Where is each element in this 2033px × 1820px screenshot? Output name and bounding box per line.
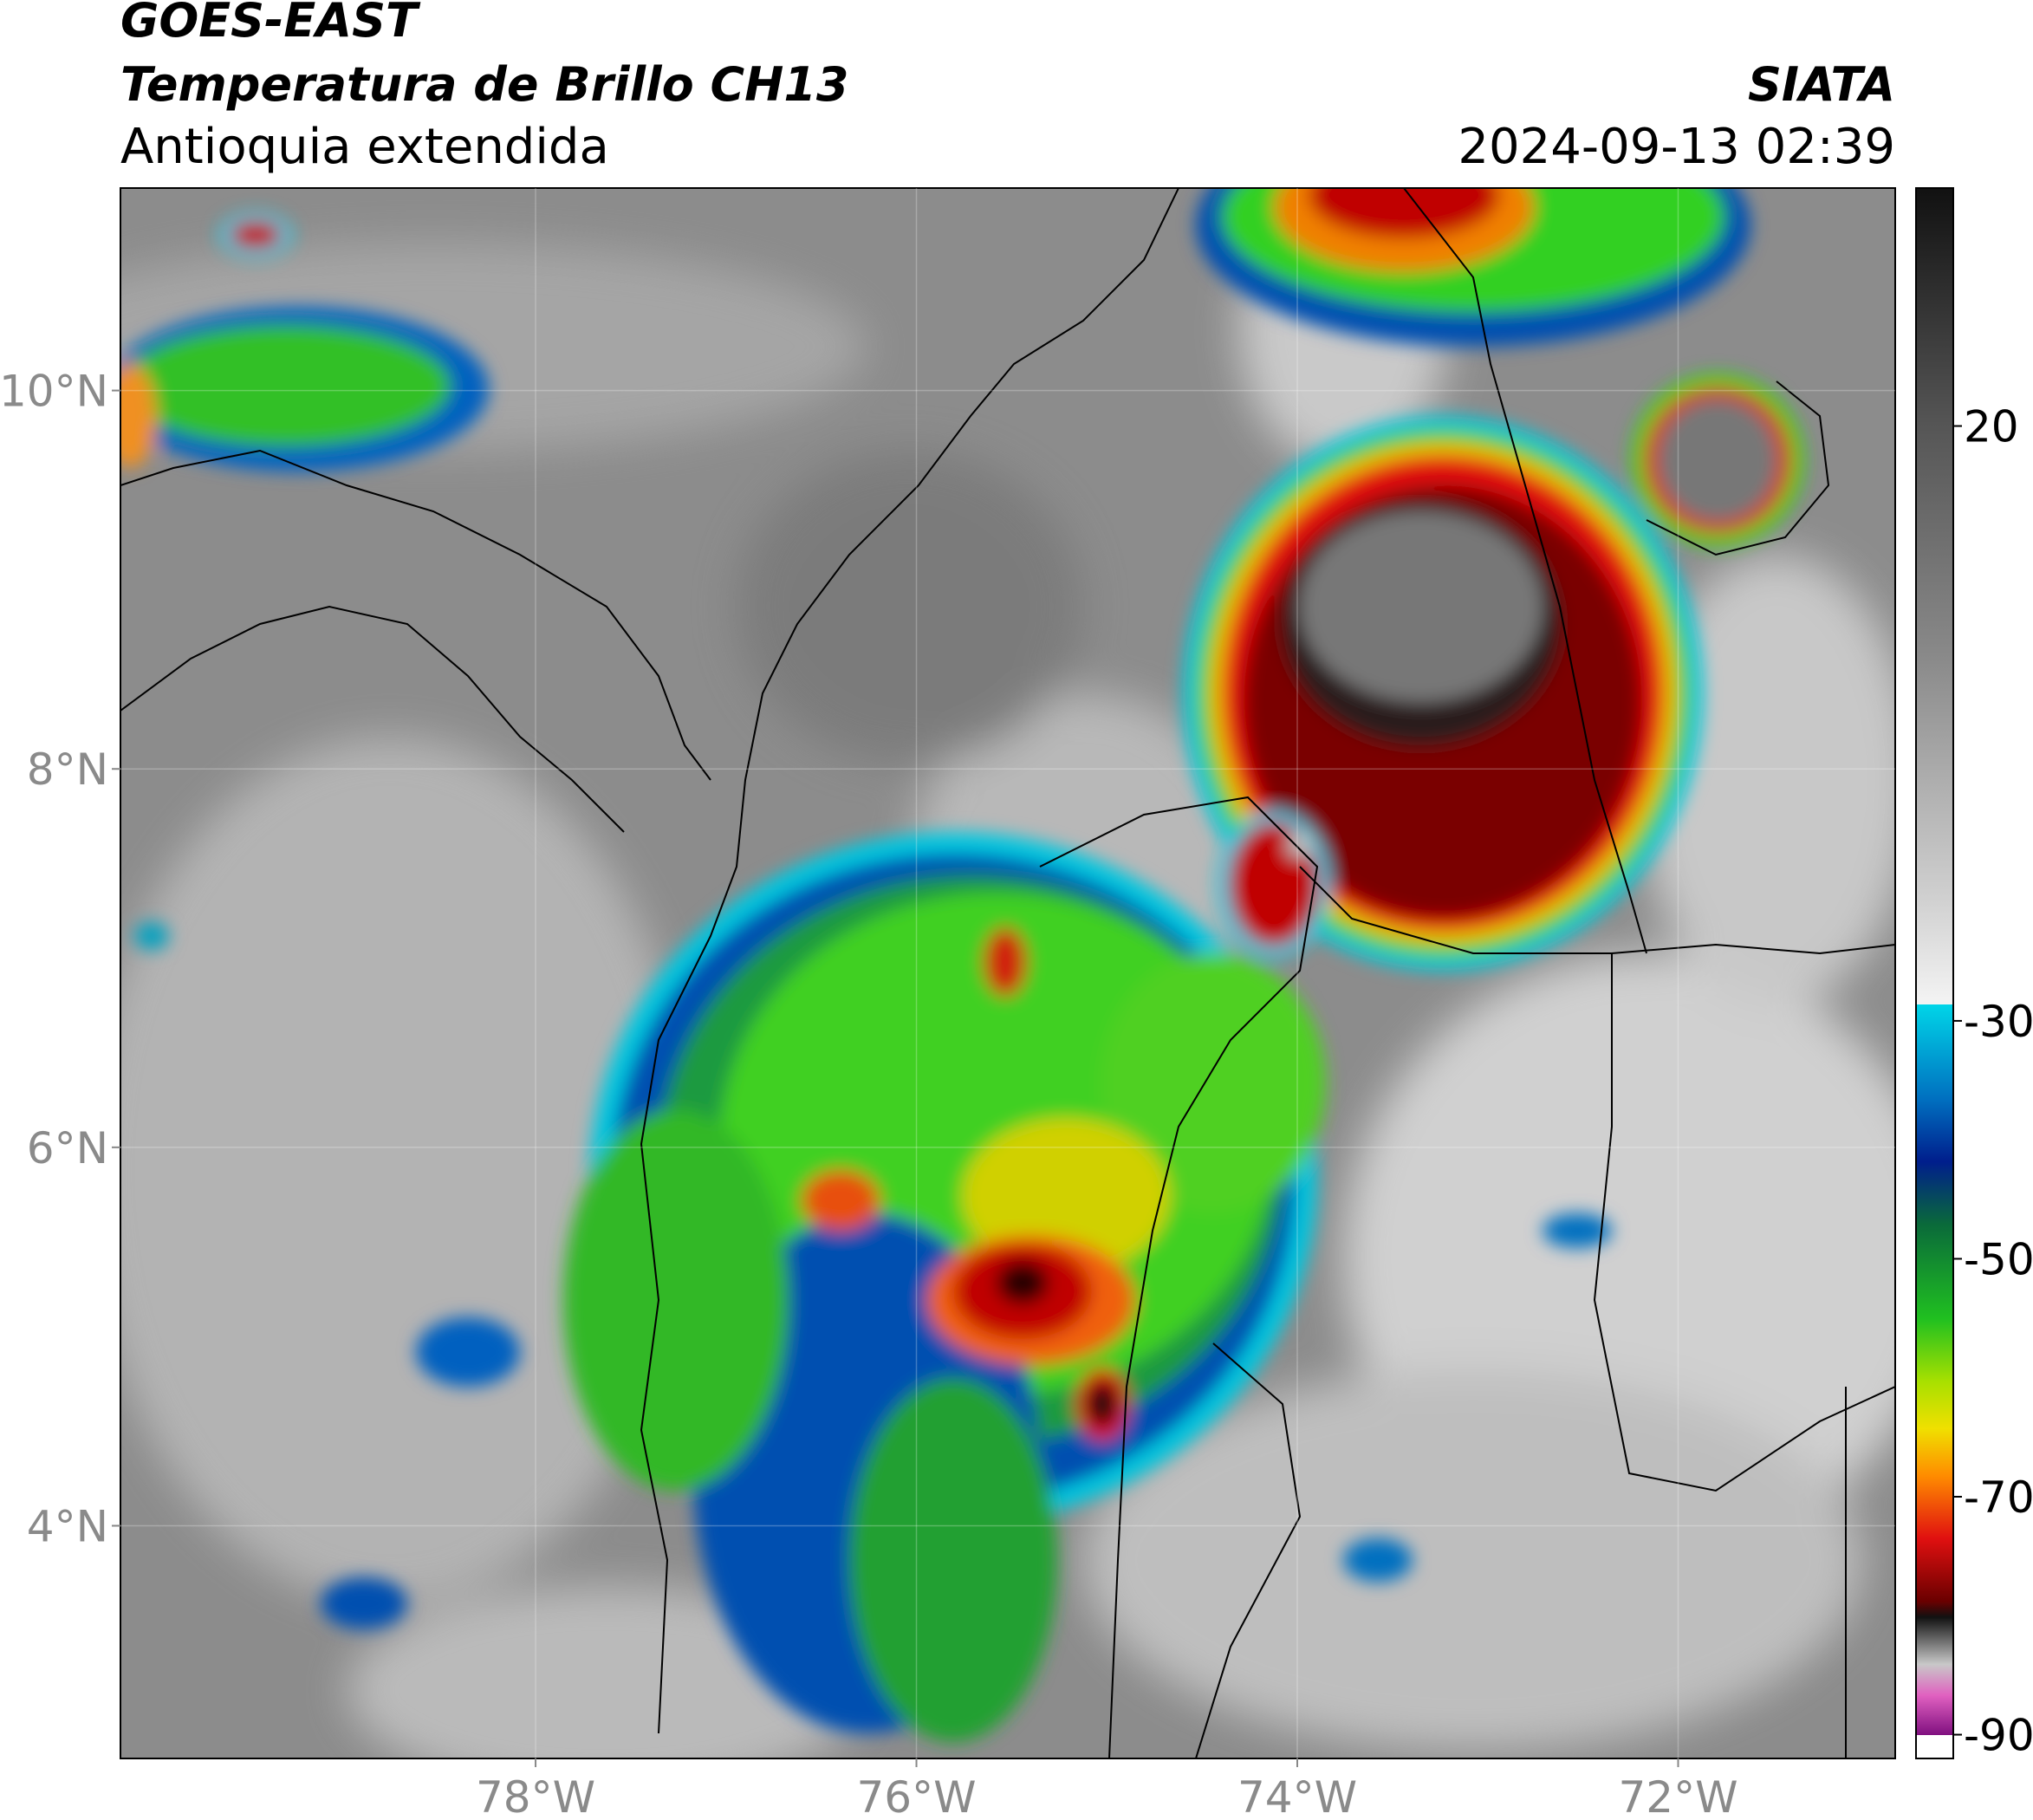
y-tick-label: 6°N xyxy=(27,1123,108,1173)
y-tick-label: 4°N xyxy=(27,1501,108,1551)
satellite-image xyxy=(120,188,1895,1758)
source-label: SIATA xyxy=(1748,57,1895,112)
product-title: Temperatura de Brillo CH13 xyxy=(120,57,849,112)
colorbar-tick-label: 20 xyxy=(1964,402,2019,452)
x-tick-label: 72°W xyxy=(1618,1772,1737,1820)
colorbar-tick-label: -30 xyxy=(1964,997,2033,1047)
y-tick-label: 10°N xyxy=(0,367,108,417)
colorbar-tick-label: -70 xyxy=(1964,1472,2033,1523)
x-tick-label: 78°W xyxy=(476,1772,595,1820)
satellite-title: GOES-EAST xyxy=(120,0,421,48)
colorbar-tick-label: -90 xyxy=(1964,1711,2033,1761)
colorbar-tick-label: -50 xyxy=(1964,1234,2033,1284)
colorbar xyxy=(1915,187,1954,1759)
x-tick-label: 76°W xyxy=(856,1772,976,1820)
y-tick-label: 8°N xyxy=(27,744,108,795)
map-frame xyxy=(120,187,1896,1759)
datetime-label: 2024-09-13 02:39 xyxy=(1458,119,1895,175)
region-subtitle: Antioquia extendida xyxy=(120,119,609,175)
boundaries xyxy=(120,188,1895,1758)
x-tick-label: 74°W xyxy=(1237,1772,1357,1820)
